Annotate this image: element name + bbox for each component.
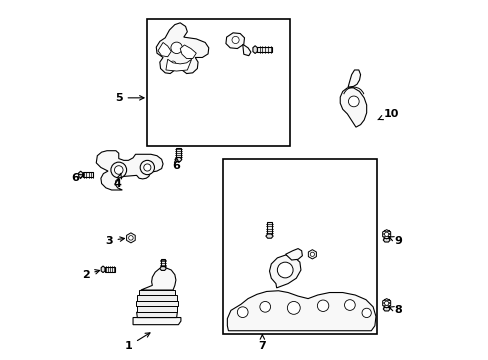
Text: 6: 6 [172,158,180,171]
Polygon shape [340,88,366,127]
Polygon shape [265,234,273,238]
Polygon shape [158,42,171,57]
Polygon shape [382,230,390,239]
Circle shape [170,61,176,67]
Polygon shape [79,171,82,178]
Polygon shape [137,295,176,301]
Circle shape [259,301,270,312]
Polygon shape [141,267,176,290]
Polygon shape [136,312,177,318]
Polygon shape [126,233,135,243]
Polygon shape [96,151,163,190]
Polygon shape [160,267,166,270]
Circle shape [310,252,314,256]
Text: 10: 10 [377,109,398,120]
Polygon shape [383,307,389,311]
Polygon shape [139,290,175,295]
Text: 8: 8 [388,305,401,315]
Circle shape [361,308,370,318]
Polygon shape [104,267,114,272]
Text: 4: 4 [114,173,122,189]
Polygon shape [133,318,181,325]
Polygon shape [382,298,390,308]
Circle shape [237,307,247,318]
Circle shape [344,300,354,310]
Text: 7: 7 [258,335,265,351]
Polygon shape [242,44,250,56]
Circle shape [111,162,126,178]
Polygon shape [347,70,360,87]
Polygon shape [383,238,389,242]
Circle shape [231,36,239,44]
Circle shape [114,166,123,174]
Text: 9: 9 [388,236,401,246]
Circle shape [171,42,182,54]
Polygon shape [175,157,182,162]
Polygon shape [165,59,191,71]
Polygon shape [135,301,178,306]
Bar [223,158,376,334]
Polygon shape [383,230,388,238]
Bar [147,19,290,146]
Text: 1: 1 [124,333,150,351]
Polygon shape [176,148,181,158]
Polygon shape [308,249,316,259]
Circle shape [277,262,292,278]
Text: 6: 6 [71,173,84,183]
Polygon shape [180,45,196,59]
Circle shape [348,96,358,107]
Polygon shape [225,33,244,49]
Text: 5: 5 [115,93,144,103]
Polygon shape [156,23,208,73]
Polygon shape [227,291,375,331]
Circle shape [128,235,133,240]
Circle shape [384,232,388,237]
Polygon shape [82,172,93,177]
Polygon shape [252,46,257,54]
Circle shape [317,300,328,311]
Circle shape [187,53,193,59]
Polygon shape [285,249,302,260]
Polygon shape [137,306,176,312]
Circle shape [140,160,154,175]
Polygon shape [101,266,105,273]
Text: 3: 3 [105,236,124,246]
Circle shape [384,301,388,305]
Circle shape [287,301,300,314]
Polygon shape [269,255,300,288]
Polygon shape [383,299,388,307]
Text: 2: 2 [81,270,100,280]
Polygon shape [266,222,272,234]
Circle shape [143,164,151,171]
Polygon shape [160,259,165,267]
Polygon shape [257,47,271,53]
